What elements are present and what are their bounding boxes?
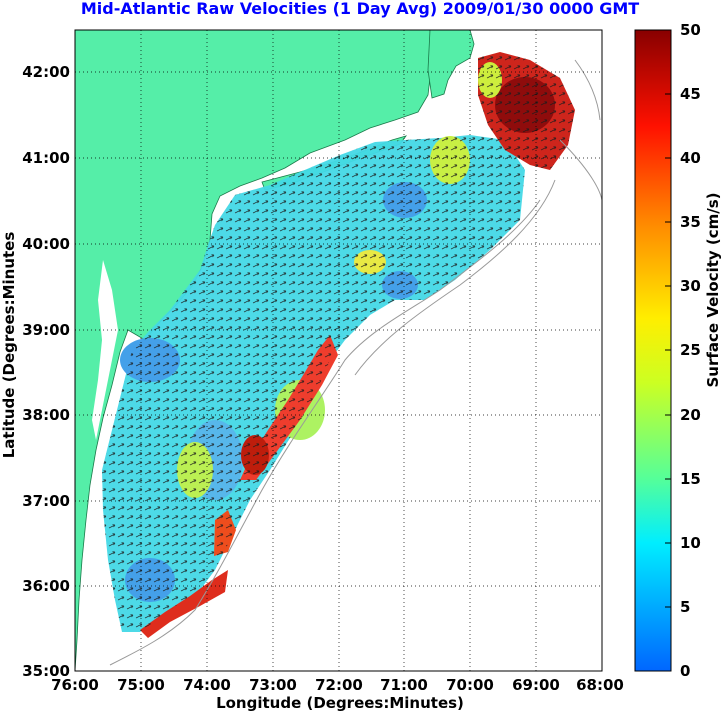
y-tick-label: 38:00 (22, 406, 70, 424)
cape-cod (427, 30, 475, 99)
velocity-arrows-ne (478, 52, 575, 170)
colorbar-label: Surface Velocity (cm/s) (704, 192, 722, 387)
grid-lines (75, 30, 602, 671)
y-tick-label: 35:00 (22, 662, 70, 680)
x-tick-label: 71:00 (380, 676, 428, 694)
x-tick-label: 74:00 (183, 676, 231, 694)
colorbar-tick-label: 25 (680, 341, 701, 359)
velocity-field (102, 52, 575, 638)
y-tick-label: 40:00 (22, 235, 70, 253)
colorbar: 50 45 40 35 30 25 20 15 10 5 0 Surface V… (634, 21, 722, 680)
x-tick-labels: 76:00 75:00 74:00 73:00 72:00 71:00 70:0… (51, 676, 624, 694)
colorbar-tick-label: 35 (680, 213, 701, 231)
x-tick-label: 75:00 (117, 676, 165, 694)
colorbar-tick-marks (665, 93, 671, 608)
x-tick-label: 76:00 (51, 676, 99, 694)
y-tick-label: 37:00 (22, 492, 70, 510)
colorbar-tick-label: 30 (680, 277, 701, 295)
y-tick-label: 39:00 (22, 321, 70, 339)
colorbar-tick-label: 20 (680, 406, 701, 424)
velocity-arrows (102, 135, 525, 632)
map-area (75, 30, 602, 671)
map-frame (74, 29, 603, 672)
x-tick-label: 68:00 (576, 676, 624, 694)
x-axis-label: Longitude (Degrees:Minutes) (216, 694, 464, 712)
delmarva-water (92, 260, 118, 440)
x-tick-label: 72:00 (315, 676, 363, 694)
x-tick-label: 70:00 (446, 676, 494, 694)
colorbar-tick-label: 15 (680, 470, 701, 488)
colorbar-tick-label: 45 (680, 85, 701, 103)
colorbar-tick-label: 40 (680, 149, 701, 167)
y-tick-labels: 42:00 41:00 40:00 39:00 38:00 37:00 36:0… (22, 63, 70, 680)
y-axis-label: Latitude (Degrees:Minutes (0, 232, 18, 459)
colorbar-tick-label: 0 (680, 662, 690, 680)
velocity-high-south (140, 570, 228, 638)
y-tick-label: 36:00 (22, 577, 70, 595)
colorbar-tick-label: 50 (680, 21, 701, 39)
y-tick-label: 42:00 (22, 63, 70, 81)
y-tick-label: 41:00 (22, 149, 70, 167)
x-tick-label: 73:00 (249, 676, 297, 694)
map-title: Mid-Atlantic Raw Velocities (1 Day Avg) … (81, 0, 639, 18)
x-tick-label: 69:00 (512, 676, 560, 694)
colorbar-tick-label: 10 (680, 534, 701, 552)
colorbar-tick-label: 5 (680, 598, 690, 616)
